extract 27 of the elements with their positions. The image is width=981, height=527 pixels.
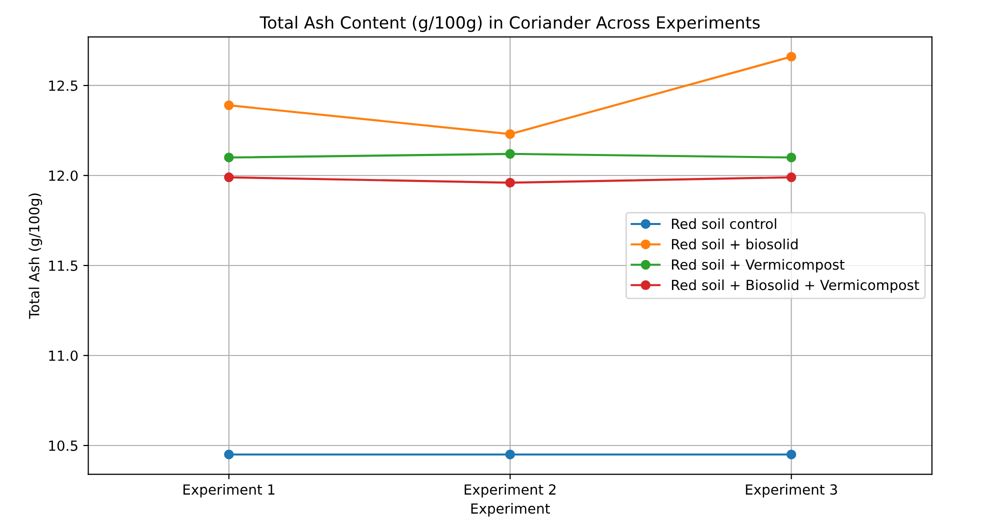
- x-tick-label: Experiment 2: [464, 484, 556, 498]
- y-tick-label: 12.0: [49, 170, 78, 181]
- y-axis-title: Total Ash (g/100g): [28, 194, 42, 319]
- point: [224, 152, 234, 162]
- y-tick-label: 10.5: [49, 440, 78, 451]
- legend-label: Red soil + Vermicompost: [672, 259, 844, 273]
- chart-title: Total Ash Content (g/100g) in Coriander Across Experiments: [260, 16, 760, 32]
- point: [505, 149, 515, 159]
- point: [224, 100, 234, 110]
- point: [224, 172, 234, 182]
- point: [786, 450, 796, 460]
- point: [786, 152, 796, 162]
- point: [786, 172, 796, 182]
- point: [224, 450, 234, 460]
- y-tick-label: 11.0: [49, 350, 78, 361]
- y-tick-label: 12.5: [49, 80, 78, 91]
- point: [505, 129, 515, 139]
- y-tick-label: 11.5: [49, 260, 78, 271]
- point: [786, 52, 796, 62]
- x-tick-label: Experiment 3: [746, 484, 837, 498]
- point: [505, 450, 515, 460]
- point: [505, 178, 515, 188]
- legend-label: Red soil + biosolid: [672, 238, 798, 250]
- x-tick-label: Experiment 1: [184, 484, 274, 498]
- legend-label: Red soil + Biosolid + Vermicompost: [672, 279, 920, 293]
- legend-label: Red soil control: [672, 218, 776, 230]
- x-axis-title: Experiment: [471, 503, 550, 516]
